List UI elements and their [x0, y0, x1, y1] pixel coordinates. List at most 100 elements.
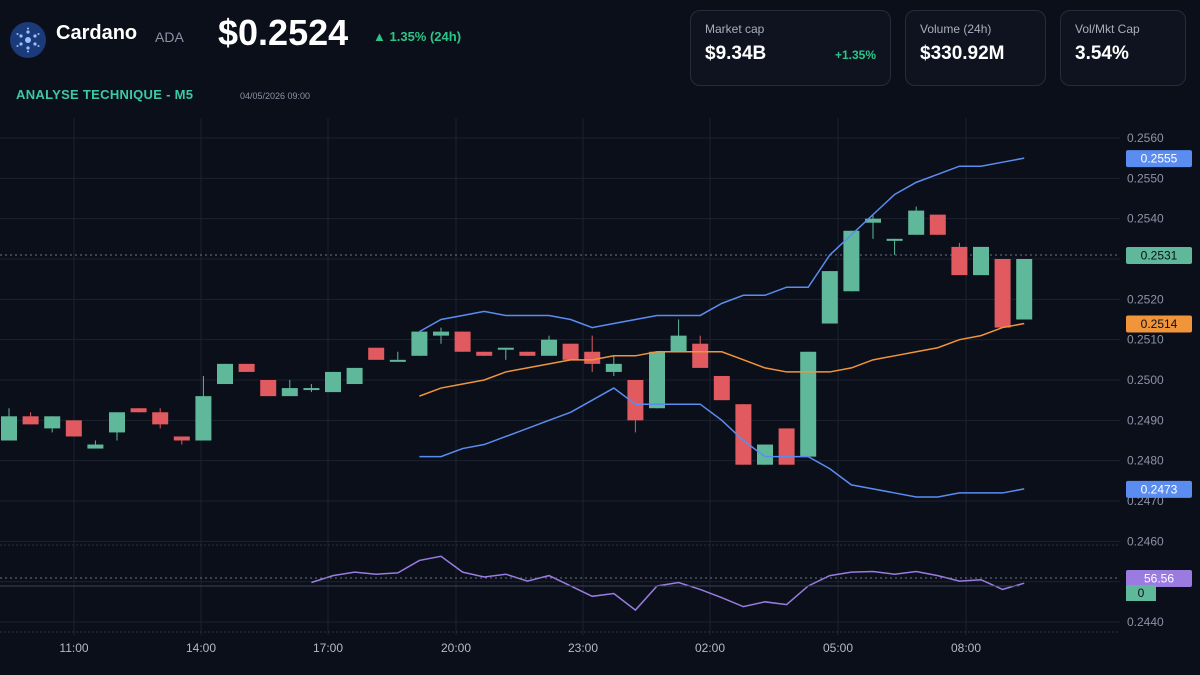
timestamp: 04/05/2026 09:00: [240, 91, 311, 101]
candle-bearish: [454, 331, 471, 352]
card-value: 3.54%: [1075, 43, 1129, 64]
card-label: Volume (24h): [920, 22, 992, 36]
candle-bearish: [713, 375, 730, 401]
candle-bullish: [886, 238, 903, 241]
up-arrow-icon: ▲: [373, 29, 386, 44]
candle-bullish: [303, 388, 320, 391]
card-change: +1.35%: [834, 48, 876, 62]
card-label: Vol/Mkt Cap: [1075, 22, 1140, 36]
y-tick-label: 0.2560: [1127, 131, 1164, 145]
candle-bullish: [217, 363, 233, 385]
candle-bullish: [821, 271, 838, 324]
candle-bullish: [843, 230, 860, 292]
candle-bullish: [973, 246, 989, 276]
candle-bullish: [605, 363, 622, 372]
candle-bullish: [541, 339, 557, 356]
candle-bearish: [65, 420, 82, 437]
candle-bearish: [519, 351, 536, 356]
change-value: 1.35% (24h): [389, 29, 462, 44]
candle-bearish: [152, 412, 169, 425]
candle-bullish: [346, 367, 363, 385]
x-tick-label: 08:00: [951, 641, 981, 655]
lower-band-label: 0.2473: [1141, 482, 1178, 496]
current-price: $0.2524: [218, 12, 349, 53]
price-change-24h: ▲ 1.35% (24h): [373, 29, 461, 44]
candle-bullish: [195, 396, 212, 441]
x-tick-label: 17:00: [313, 641, 343, 655]
candle-bearish: [476, 351, 493, 356]
rsi-line: [311, 555, 1025, 612]
upper-band-label: 0.2555: [1141, 152, 1178, 166]
candle-bullish: [325, 371, 341, 393]
candle-bullish: [670, 335, 687, 352]
lower-band-label-bg: [1126, 480, 1192, 498]
candle-bullish: [109, 412, 125, 433]
candle-bearish: [627, 380, 644, 421]
y-tick-label: 0.2490: [1127, 413, 1164, 427]
coin-name: Cardano: [56, 22, 138, 44]
x-tick-label: 05:00: [823, 641, 853, 655]
ma-label-bg: [1126, 315, 1192, 333]
candle-bullish: [389, 359, 406, 362]
card-label: Market cap: [705, 22, 765, 36]
candle-bearish: [994, 259, 1011, 328]
volume-card: Volume (24h) $330.92M: [905, 10, 1046, 86]
cardano-logo-icon: [10, 22, 46, 58]
candle-bullish: [87, 444, 104, 449]
candle-bearish: [929, 214, 946, 235]
candle-bullish: [800, 351, 817, 457]
y-tick-label: 0.2480: [1127, 454, 1164, 468]
last-price-label-bg: [1126, 246, 1192, 264]
candle-bullish: [281, 388, 298, 397]
candle-bearish: [130, 408, 147, 413]
candle-bullish: [908, 210, 925, 235]
card-value: $9.34B: [705, 43, 767, 64]
y-tick-label: 0.2440: [1127, 615, 1164, 629]
candle-bullish: [757, 444, 773, 465]
rsi-label-bg: [1126, 569, 1192, 587]
bollinger-upper-line: [419, 157, 1025, 333]
candle-bearish: [584, 351, 601, 364]
candle-bearish: [368, 347, 385, 360]
coin-ticker: ADA: [155, 29, 184, 45]
section-title: ANALYSE TECHNIQUE - M5: [16, 87, 194, 102]
x-tick-label: 11:00: [59, 641, 88, 655]
cardano-logo-svg: [16, 27, 40, 53]
ma-label: 0.2514: [1141, 317, 1178, 331]
x-tick-label: 23:00: [568, 641, 598, 655]
x-tick-label: 14:00: [186, 641, 216, 655]
zero-label-bg: [1126, 585, 1156, 601]
card-value: $330.92M: [920, 43, 1005, 64]
moving-average-line: [419, 322, 1025, 397]
last-price-label: 0.2531: [1141, 248, 1178, 262]
candle-bearish: [562, 343, 579, 360]
market-cap-card: Market cap $9.34B +1.35%: [690, 10, 891, 86]
candle-bullish: [865, 218, 881, 223]
x-tick-label: 02:00: [695, 641, 725, 655]
candle-bearish: [238, 363, 255, 372]
bollinger-lower-line: [419, 387, 1025, 498]
candle-bearish: [22, 416, 39, 425]
candle-bearish: [260, 380, 277, 397]
candle-bullish: [497, 347, 514, 350]
candle-bearish: [173, 436, 190, 441]
candle-bullish: [649, 351, 665, 409]
upper-band-label-bg: [1126, 150, 1192, 168]
candle-bullish: [44, 416, 61, 429]
candle-bullish: [1016, 259, 1033, 320]
candle-bullish: [411, 331, 428, 356]
candle-bearish: [778, 428, 795, 465]
y-tick-label: 0.2460: [1127, 534, 1164, 548]
rsi-label: 56.56: [1144, 571, 1174, 585]
candle-bullish: [433, 331, 449, 336]
header: Cardano ADA $0.2524 ▲ 1.35% (24h) ANALYS…: [0, 0, 1200, 110]
candle-bearish: [951, 246, 968, 276]
vol-mktcap-card: Vol/Mkt Cap 3.54%: [1060, 10, 1186, 86]
zero-label: 0: [1138, 586, 1145, 600]
x-tick-label: 20:00: [441, 641, 471, 655]
y-tick-label: 0.2500: [1127, 373, 1164, 387]
y-tick-label: 0.2540: [1127, 212, 1164, 226]
candle-bearish: [692, 343, 709, 368]
y-tick-label: 0.2520: [1127, 292, 1164, 306]
